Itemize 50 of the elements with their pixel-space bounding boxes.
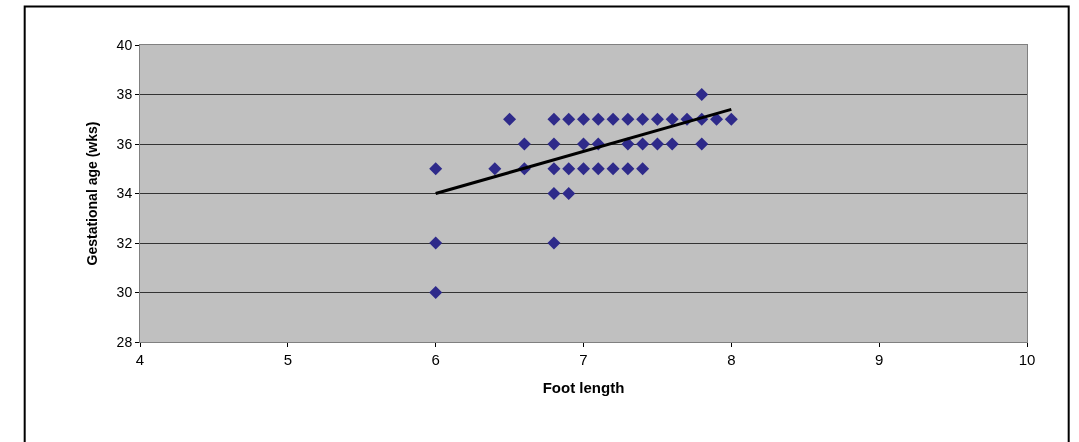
point <box>710 112 724 126</box>
point <box>695 88 709 101</box>
point <box>724 112 738 126</box>
point <box>577 112 590 126</box>
y-axis-title: Gestational age (wks) <box>84 121 101 266</box>
point <box>665 137 679 151</box>
point <box>517 137 531 151</box>
point <box>665 112 679 126</box>
point <box>562 187 576 200</box>
point <box>429 162 443 176</box>
x-axis-title: Foot length <box>542 379 625 396</box>
y-tick-label: 28 <box>116 333 133 350</box>
point <box>429 286 443 299</box>
point <box>636 137 650 151</box>
point <box>577 162 590 176</box>
point <box>503 112 517 126</box>
x-tick-label: 5 <box>283 351 292 368</box>
x-tick-label: 10 <box>1018 351 1036 368</box>
point <box>606 112 620 126</box>
y-tick-label: 32 <box>116 234 133 251</box>
point <box>488 162 502 176</box>
point <box>577 137 590 151</box>
point <box>650 112 664 126</box>
x-tick-label: 6 <box>431 351 440 368</box>
point <box>621 112 635 126</box>
point <box>429 236 443 250</box>
point <box>547 112 561 126</box>
x-tick-label: 7 <box>579 351 588 368</box>
point <box>695 137 709 151</box>
x-tick-label: 4 <box>135 351 145 368</box>
x-tick-label: 9 <box>875 351 884 368</box>
y-tick-label: 30 <box>116 284 133 301</box>
y-tick-label: 34 <box>116 185 133 202</box>
point <box>621 162 635 176</box>
x-tick-label: 8 <box>727 351 736 368</box>
point <box>650 137 664 151</box>
point <box>591 112 605 126</box>
point <box>547 187 561 200</box>
y-tick-label: 36 <box>116 135 133 152</box>
y-tick-label: 38 <box>116 86 133 103</box>
point <box>547 162 561 176</box>
point <box>591 162 605 176</box>
point <box>562 162 576 176</box>
y-tick-label: 40 <box>116 36 133 53</box>
point <box>606 162 620 176</box>
point <box>636 112 650 126</box>
point <box>636 162 650 176</box>
point <box>547 137 561 151</box>
point <box>547 236 561 250</box>
point <box>562 112 576 126</box>
